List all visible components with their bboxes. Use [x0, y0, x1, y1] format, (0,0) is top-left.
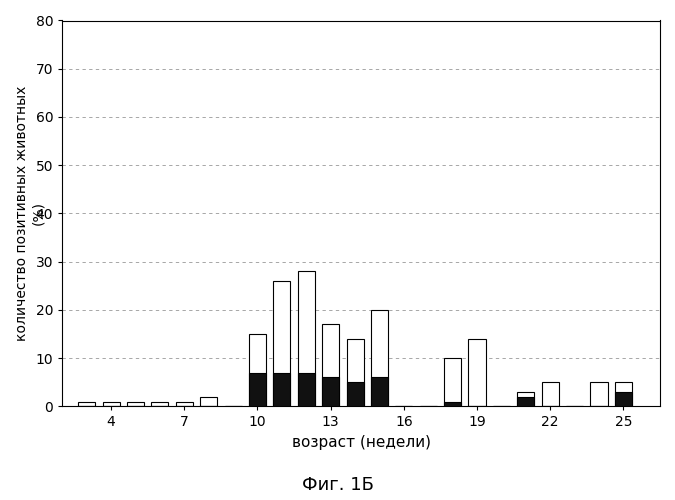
Bar — [298, 272, 315, 406]
Bar — [541, 382, 559, 406]
Bar — [468, 339, 485, 406]
Bar — [200, 397, 217, 406]
Bar — [322, 378, 340, 406]
Bar — [591, 382, 608, 406]
Bar — [517, 397, 535, 406]
Bar — [371, 378, 388, 406]
Bar — [615, 392, 632, 406]
Bar — [273, 281, 290, 406]
Bar — [298, 372, 315, 406]
Bar — [273, 372, 290, 406]
Bar — [444, 358, 461, 406]
Bar — [127, 402, 144, 406]
Bar — [346, 382, 364, 406]
Bar — [176, 402, 193, 406]
X-axis label: возраст (недели): возраст (недели) — [292, 435, 431, 450]
Bar — [371, 310, 388, 406]
Bar — [103, 402, 119, 406]
Bar — [249, 334, 266, 406]
Bar — [249, 372, 266, 406]
Bar — [444, 402, 461, 406]
Bar — [151, 402, 169, 406]
Bar — [346, 339, 364, 406]
Bar — [615, 382, 632, 406]
Y-axis label: количество позитивных животных
(%): количество позитивных животных (%) — [15, 86, 45, 341]
Bar — [78, 402, 95, 406]
Bar — [322, 324, 340, 406]
Bar — [517, 392, 535, 406]
Text: Фиг. 1Б: Фиг. 1Б — [302, 476, 373, 494]
